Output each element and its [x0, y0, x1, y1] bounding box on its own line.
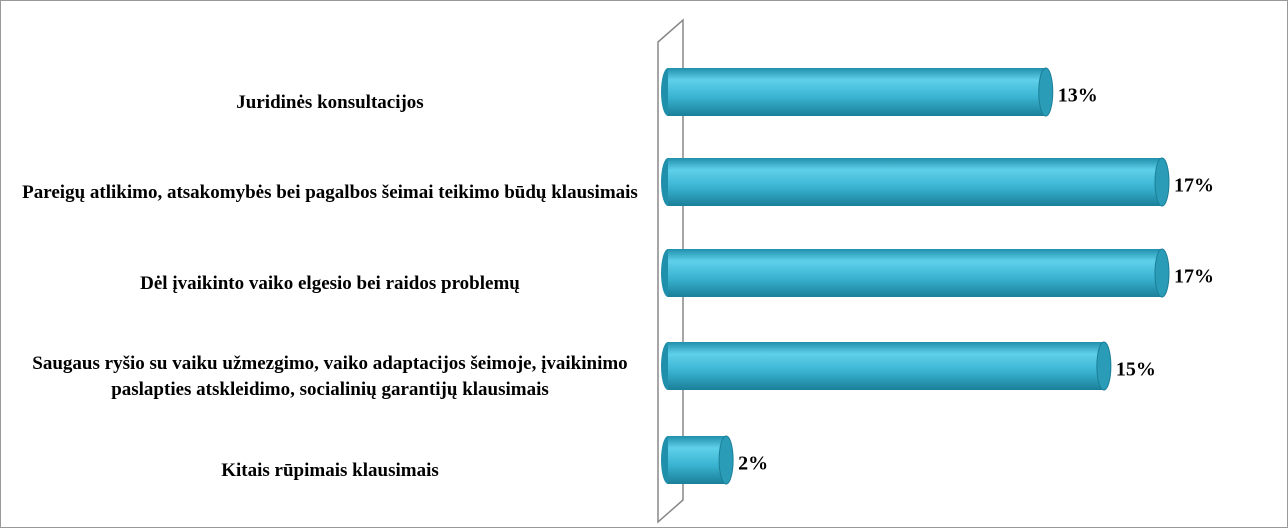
bar — [661, 157, 1170, 207]
bar-cap — [1154, 157, 1170, 207]
value-label: 15% — [1115, 358, 1156, 381]
category-label: Pareigų atlikimo, atsakomybės bei pagalb… — [22, 182, 638, 203]
bar — [661, 248, 1170, 298]
bar-cap — [1154, 248, 1170, 298]
category-label: Juridinės konsultacijos — [236, 92, 424, 113]
value-label: 13% — [1057, 84, 1098, 107]
bar — [661, 435, 734, 485]
category-label: Kitais rūpimais klausimais — [221, 460, 439, 481]
bar — [661, 341, 1112, 391]
bar — [661, 67, 1054, 117]
bar-body — [668, 342, 1104, 390]
bar-body — [668, 68, 1046, 116]
category-label: Saugaus ryšio su vaiku užmezgimo, vaiko … — [32, 353, 628, 400]
bar-body — [668, 249, 1162, 297]
bar-body — [668, 158, 1162, 206]
value-label: 2% — [738, 452, 769, 475]
value-label: 17% — [1174, 174, 1214, 197]
category-label: Dėl įvaikinto vaiko elgesio bei raidos p… — [140, 273, 520, 294]
bar-cap — [718, 435, 734, 485]
bar-cap — [1096, 341, 1112, 391]
bar-body — [668, 436, 727, 484]
value-label: 17% — [1174, 265, 1214, 288]
bar-cap — [1038, 67, 1054, 117]
